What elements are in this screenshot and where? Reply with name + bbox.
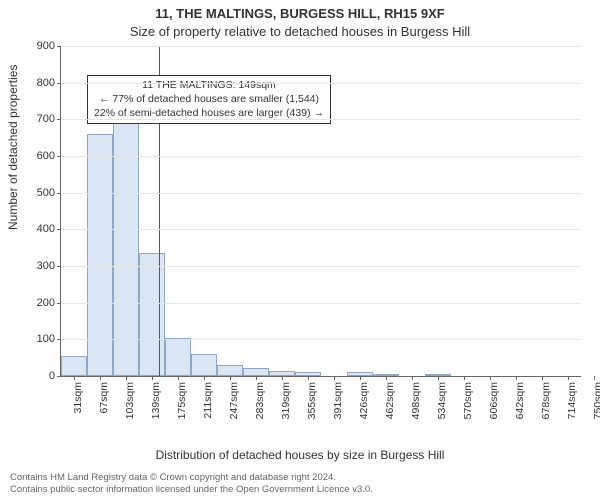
ytick-mark bbox=[57, 46, 61, 47]
xtick-mark bbox=[412, 376, 413, 380]
ytick-label: 400 bbox=[37, 223, 55, 235]
xtick-mark bbox=[490, 376, 491, 380]
xtick-mark bbox=[282, 376, 283, 380]
xtick-mark bbox=[464, 376, 465, 380]
gridline-h bbox=[61, 229, 581, 230]
xtick-mark bbox=[308, 376, 309, 380]
ytick-mark bbox=[57, 229, 61, 230]
ytick-mark bbox=[57, 266, 61, 267]
histogram-bar bbox=[61, 356, 87, 376]
chart-title-line1: 11, THE MALTINGS, BURGESS HILL, RH15 9XF bbox=[0, 6, 600, 21]
histogram-bar bbox=[191, 354, 217, 376]
chart-title-line2: Size of property relative to detached ho… bbox=[0, 24, 600, 39]
xtick-label: 175sqm bbox=[176, 382, 188, 419]
xtick-label: 355sqm bbox=[306, 382, 318, 419]
histogram-bar bbox=[139, 253, 165, 376]
gridline-h bbox=[61, 193, 581, 194]
xtick-mark bbox=[542, 376, 543, 380]
footnote-line1: Contains HM Land Registry data © Crown c… bbox=[10, 472, 373, 484]
xtick-label: 426sqm bbox=[358, 382, 370, 419]
histogram-bar bbox=[243, 368, 269, 376]
xtick-label: 606sqm bbox=[488, 382, 500, 419]
xtick-label: 31sqm bbox=[72, 382, 84, 414]
xtick-label: 283sqm bbox=[254, 382, 266, 419]
y-axis-label: Number of detached properties bbox=[6, 65, 20, 230]
xtick-label: 139sqm bbox=[150, 382, 162, 419]
x-axis-label: Distribution of detached houses by size … bbox=[0, 448, 600, 462]
annotation-line2: ← 77% of detached houses are smaller (1,… bbox=[94, 93, 324, 107]
gridline-h bbox=[61, 119, 581, 120]
xtick-label: 103sqm bbox=[124, 382, 136, 419]
ytick-label: 700 bbox=[37, 113, 55, 125]
ytick-label: 200 bbox=[37, 297, 55, 309]
xtick-label: 750sqm bbox=[592, 382, 600, 419]
histogram-bar bbox=[165, 338, 191, 377]
footnote: Contains HM Land Registry data © Crown c… bbox=[10, 472, 373, 496]
xtick-mark bbox=[230, 376, 231, 380]
xtick-mark bbox=[256, 376, 257, 380]
xtick-mark bbox=[516, 376, 517, 380]
gridline-h bbox=[61, 339, 581, 340]
ytick-label: 800 bbox=[37, 77, 55, 89]
xtick-label: 534sqm bbox=[436, 382, 448, 419]
xtick-mark bbox=[568, 376, 569, 380]
xtick-label: 714sqm bbox=[566, 382, 578, 419]
ytick-label: 100 bbox=[37, 333, 55, 345]
annotation-line1: 11 THE MALTINGS: 149sqm bbox=[94, 79, 324, 93]
ytick-label: 900 bbox=[37, 40, 55, 52]
chart-container: 11, THE MALTINGS, BURGESS HILL, RH15 9XF… bbox=[0, 0, 600, 500]
ytick-mark bbox=[57, 193, 61, 194]
xtick-mark bbox=[438, 376, 439, 380]
ytick-mark bbox=[57, 339, 61, 340]
ytick-mark bbox=[57, 376, 61, 377]
xtick-mark bbox=[152, 376, 153, 380]
xtick-mark bbox=[594, 376, 595, 380]
xtick-label: 67sqm bbox=[98, 382, 110, 414]
ytick-mark bbox=[57, 303, 61, 304]
footnote-line2: Contains public sector information licen… bbox=[10, 484, 373, 496]
xtick-mark bbox=[204, 376, 205, 380]
ytick-label: 300 bbox=[37, 260, 55, 272]
gridline-h bbox=[61, 46, 581, 47]
ytick-mark bbox=[57, 156, 61, 157]
ytick-label: 0 bbox=[49, 370, 55, 382]
gridline-h bbox=[61, 303, 581, 304]
ytick-mark bbox=[57, 83, 61, 84]
xtick-mark bbox=[386, 376, 387, 380]
xtick-label: 391sqm bbox=[332, 382, 344, 419]
histogram-bar bbox=[217, 365, 243, 376]
xtick-mark bbox=[74, 376, 75, 380]
xtick-label: 642sqm bbox=[514, 382, 526, 419]
xtick-mark bbox=[360, 376, 361, 380]
plot-area: 11 THE MALTINGS: 149sqm ← 77% of detache… bbox=[60, 46, 581, 377]
xtick-label: 319sqm bbox=[280, 382, 292, 419]
xtick-label: 498sqm bbox=[410, 382, 422, 419]
gridline-h bbox=[61, 83, 581, 84]
annotation-line3: 22% of semi-detached houses are larger (… bbox=[94, 107, 324, 121]
xtick-mark bbox=[126, 376, 127, 380]
xtick-mark bbox=[100, 376, 101, 380]
gridline-h bbox=[61, 266, 581, 267]
xtick-label: 570sqm bbox=[462, 382, 474, 419]
ytick-label: 600 bbox=[37, 150, 55, 162]
xtick-label: 247sqm bbox=[228, 382, 240, 419]
xtick-label: 678sqm bbox=[540, 382, 552, 419]
xtick-label: 211sqm bbox=[202, 382, 214, 419]
ytick-mark bbox=[57, 119, 61, 120]
gridline-h bbox=[61, 156, 581, 157]
xtick-label: 462sqm bbox=[384, 382, 396, 419]
xtick-mark bbox=[178, 376, 179, 380]
ytick-label: 500 bbox=[37, 187, 55, 199]
xtick-mark bbox=[334, 376, 335, 380]
